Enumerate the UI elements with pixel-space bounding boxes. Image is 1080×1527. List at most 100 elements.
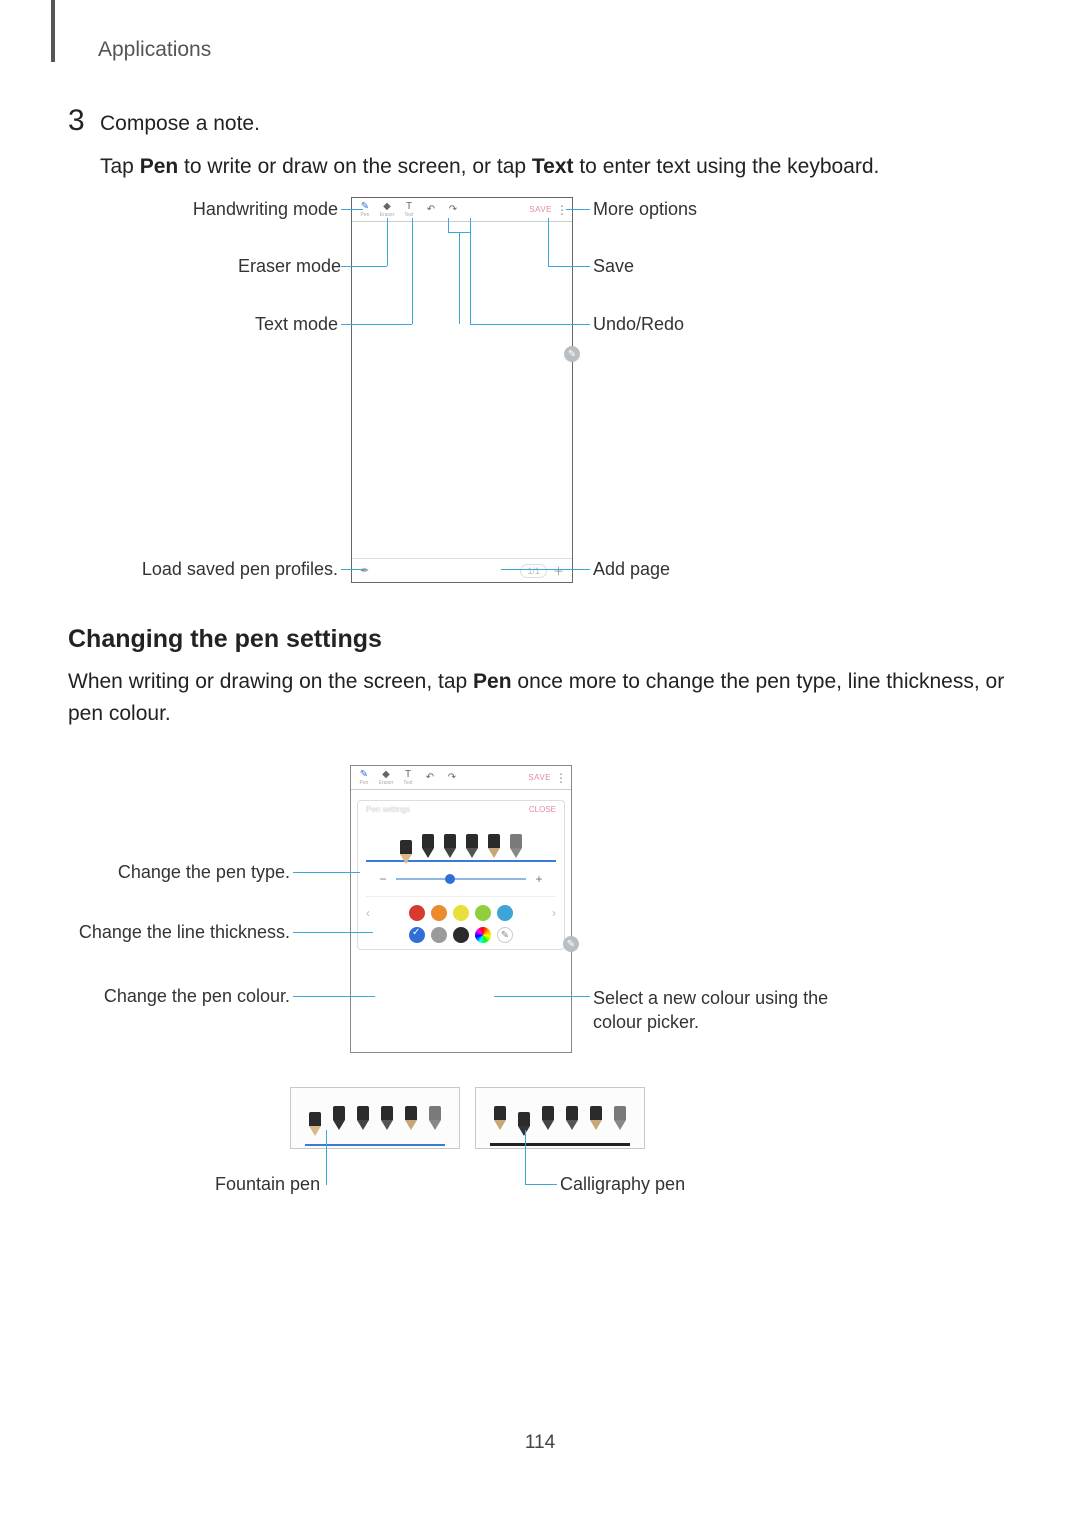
toolbar-left: ✎Pen ◆Eraser TText ↶ ↷	[356, 202, 462, 218]
swatch[interactable]	[409, 905, 425, 921]
callout-pentype: Change the pen type.	[110, 862, 290, 883]
more-icon[interactable]: ⋮	[555, 771, 567, 785]
callout-save: Save	[593, 256, 634, 277]
lead	[525, 1130, 526, 1184]
thickness-slider[interactable]: − +	[366, 862, 556, 897]
lead	[470, 324, 590, 325]
bold-text: Text	[532, 155, 574, 178]
lead	[341, 266, 387, 267]
callout-addpage: Add page	[593, 559, 670, 580]
toolbar-right: SAVE ⋮	[529, 203, 568, 217]
swatch[interactable]	[431, 927, 447, 943]
pen-type-row[interactable]	[366, 816, 556, 862]
pen-type[interactable]	[419, 834, 437, 858]
colour-prev[interactable]: ‹	[366, 906, 370, 920]
panel-close[interactable]: CLOSE	[529, 805, 556, 814]
callout-calligraphy: Calligraphy pen	[560, 1174, 685, 1195]
step-detail: Tap Pen to write or draw on the screen, …	[100, 152, 879, 182]
section-paragraph: When writing or drawing on the screen, t…	[68, 666, 1010, 729]
pen-type[interactable]	[485, 834, 503, 858]
toolbar-right: SAVE ⋮	[528, 771, 567, 785]
callout-more: More options	[593, 199, 697, 220]
swatch[interactable]	[431, 905, 447, 921]
fountain-pen-thumb	[290, 1087, 460, 1149]
callout-thickness: Change the line thickness.	[60, 922, 290, 943]
save-button[interactable]: SAVE	[528, 773, 551, 782]
callout-undo: Undo/Redo	[593, 314, 684, 335]
swatch-selected[interactable]	[409, 927, 425, 943]
lead	[470, 218, 471, 232]
panel-title: Pen settings	[366, 805, 410, 814]
redo-icon[interactable]: ↷	[443, 773, 461, 783]
slider-track[interactable]	[396, 878, 526, 880]
callout-handwriting: Handwriting mode	[188, 199, 338, 220]
floating-pen-icon[interactable]: ✎	[563, 936, 579, 952]
t: to enter text using the keyboard.	[574, 155, 880, 178]
panel-header: Pen settings CLOSE	[358, 801, 564, 816]
thickness-plus[interactable]: +	[534, 872, 544, 886]
callout-eraser: Eraser mode	[238, 256, 338, 277]
swatch-rainbow[interactable]	[475, 927, 491, 943]
t: Tap	[100, 155, 140, 178]
save-button[interactable]: SAVE	[529, 205, 552, 214]
colour-picker-icon[interactable]: ✎	[497, 927, 513, 943]
lead	[341, 569, 365, 570]
undo-icon[interactable]: ↶	[421, 773, 439, 783]
text-icon[interactable]: TText	[399, 770, 417, 786]
lead	[412, 218, 413, 324]
pager: 1/1 ＋	[520, 563, 564, 579]
callout-fountain: Fountain pen	[215, 1174, 320, 1195]
pen-settings-diagram: ✎Pen ◆Eraser TText ↶ ↷ SAVE ⋮ Pen settin…	[350, 765, 572, 1053]
add-page-icon[interactable]: ＋	[553, 563, 564, 579]
pen-type[interactable]	[397, 840, 415, 864]
lead	[525, 1184, 557, 1185]
lead	[293, 932, 373, 933]
pen-type[interactable]	[463, 834, 481, 858]
swatch[interactable]	[475, 905, 491, 921]
lead	[293, 996, 375, 997]
pen-settings-panel: Pen settings CLOSE − + ‹ ›	[357, 800, 565, 950]
undo-icon[interactable]: ↶	[422, 205, 440, 215]
page-header: Applications	[98, 38, 211, 62]
lead	[326, 1130, 327, 1184]
pen-type[interactable]	[441, 834, 459, 858]
lead	[459, 232, 460, 324]
lead	[470, 218, 471, 324]
callout-colour: Change the pen colour.	[100, 986, 290, 1007]
toolbar-left: ✎Pen ◆Eraser TText ↶ ↷	[355, 770, 461, 786]
colour-row: ‹ ›	[368, 905, 554, 921]
lead	[566, 209, 590, 210]
colour-row: ✎	[368, 927, 554, 943]
thickness-minus[interactable]: −	[378, 872, 388, 886]
swatch[interactable]	[497, 905, 513, 921]
bottom-bar: ✒ 1/1 ＋	[352, 558, 572, 582]
text-icon[interactable]: TText	[400, 202, 418, 218]
lead	[341, 209, 363, 210]
pen-profile-icon[interactable]: ✒	[360, 564, 369, 577]
bold-pen: Pen	[140, 155, 179, 178]
slider-knob[interactable]	[445, 874, 455, 884]
eraser-icon[interactable]: ◆Eraser	[378, 202, 396, 218]
page-indicator: 1/1	[520, 564, 547, 578]
note-app-diagram: ✎Pen ◆Eraser TText ↶ ↷ SAVE ⋮ ✎ ✒ 1/1 ＋	[351, 197, 573, 583]
section-heading: Changing the pen settings	[68, 625, 382, 654]
colour-rows: ‹ › ✎	[358, 897, 564, 943]
toolbar: ✎Pen ◆Eraser TText ↶ ↷ SAVE ⋮	[352, 198, 572, 222]
lead	[341, 324, 412, 325]
lead	[448, 218, 449, 232]
lead	[326, 1184, 327, 1185]
section-marker	[51, 0, 55, 62]
eraser-icon[interactable]: ◆Eraser	[377, 770, 395, 786]
floating-pen-icon[interactable]: ✎	[564, 346, 580, 362]
redo-icon[interactable]: ↷	[444, 205, 462, 215]
pen-type[interactable]	[507, 834, 525, 858]
swatch[interactable]	[453, 905, 469, 921]
pen-icon[interactable]: ✎Pen	[355, 770, 373, 786]
callout-picker: Select a new colour using the colour pic…	[593, 986, 863, 1035]
lead	[548, 266, 590, 267]
swatch[interactable]	[453, 927, 469, 943]
colour-next[interactable]: ›	[552, 906, 556, 920]
lead	[501, 569, 590, 570]
lead	[387, 218, 388, 266]
lead	[548, 218, 549, 266]
